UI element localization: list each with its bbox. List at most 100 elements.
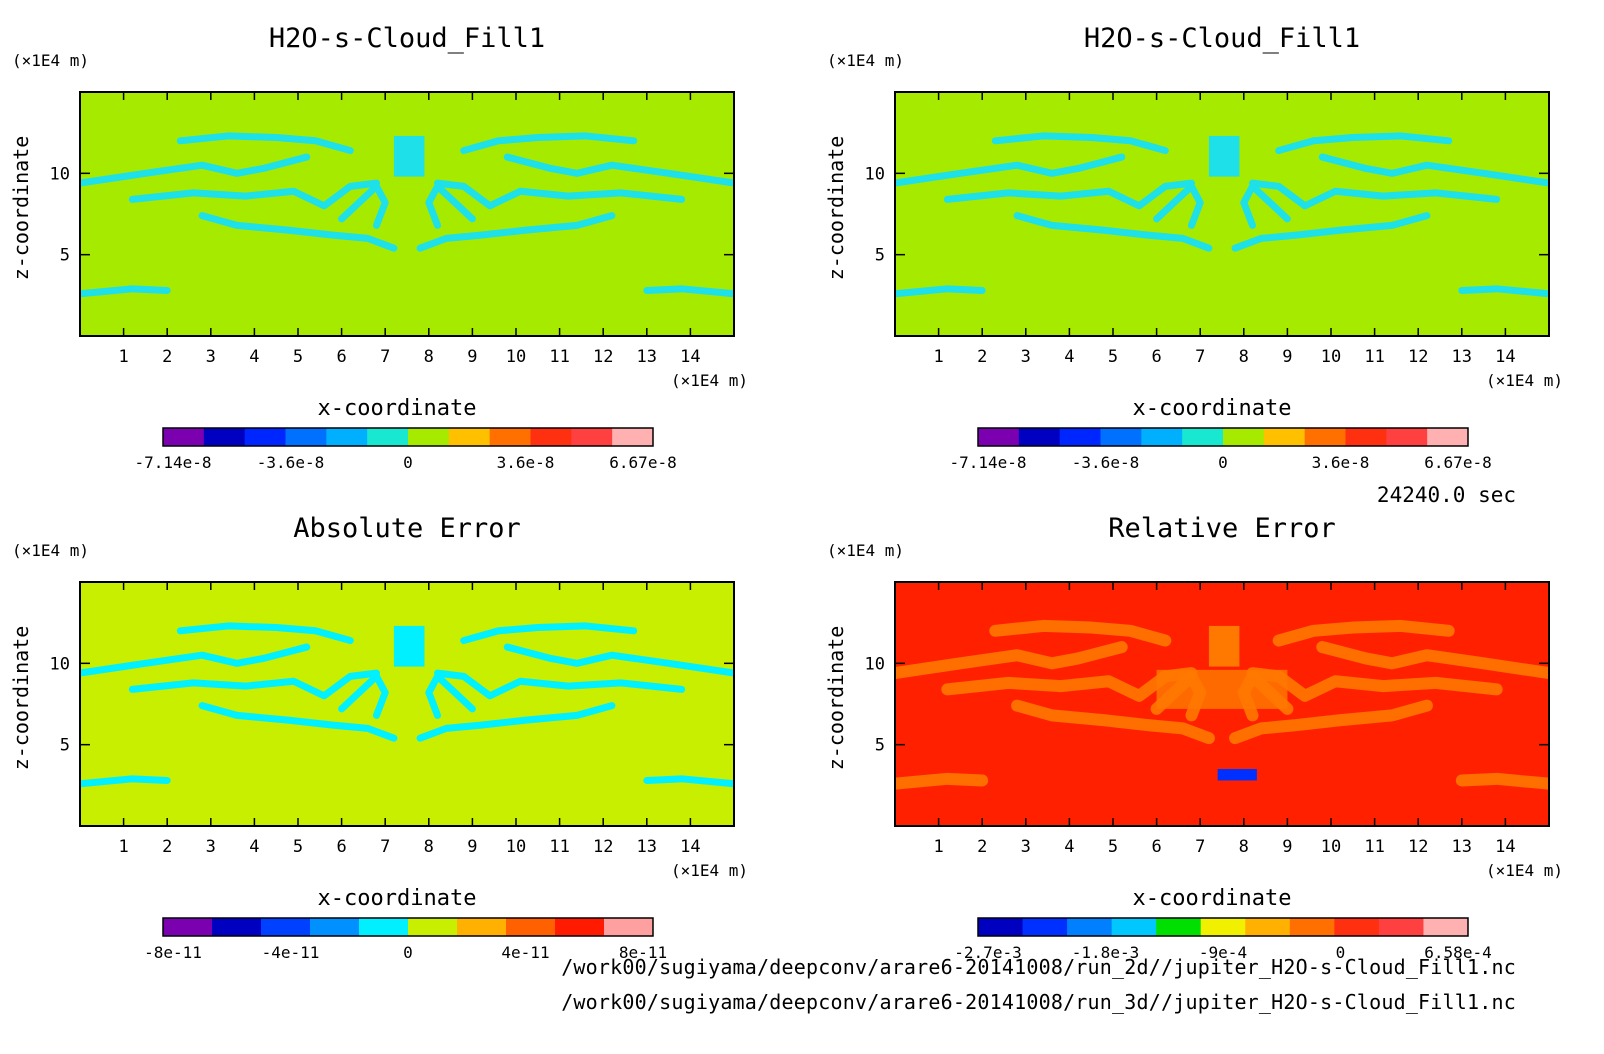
x-tick-label: 11	[549, 347, 569, 367]
colorbar: -7.14e-8 -3.6e-8 0 3.6e-8 6.67e-8	[134, 427, 677, 472]
colorbar-label: 6.67e-8	[609, 453, 676, 472]
colorbar-label: 8e-11	[619, 943, 667, 962]
colorbar-swatch	[1141, 428, 1183, 446]
y-tick-label: 5	[60, 736, 70, 756]
colorbar-swatch	[1100, 428, 1142, 446]
colorbar: -2.7e-3 -1.8e-3 -9e-4 0 6.58e-4	[954, 917, 1492, 962]
colorbar-label: -4e-11	[262, 943, 320, 962]
contour-feature-5	[128, 179, 380, 210]
time-label: 24240.0 sec	[1376, 483, 1516, 507]
colorbar-swatch	[359, 918, 409, 936]
contour-feature-8	[416, 702, 616, 742]
x-tick-label: 14	[1495, 837, 1515, 857]
x-tick-label: 4	[1064, 837, 1074, 857]
colorbar-swatch	[310, 918, 360, 936]
colorbar-frame	[977, 917, 1469, 937]
colorbar-swatch	[244, 428, 286, 446]
contour-feature-4	[1272, 619, 1455, 647]
colorbar-swatch	[489, 428, 531, 446]
colorbar-swatch	[163, 428, 205, 446]
contour-feature-2	[1318, 153, 1549, 187]
x-tick-label: 1	[933, 347, 943, 367]
x-tick-label: 4	[249, 837, 259, 857]
contour-feature-3	[989, 619, 1172, 647]
contour-feature-11	[80, 285, 171, 298]
contour-feature-1	[895, 153, 1126, 187]
colorbar-label: -8e-11	[144, 943, 202, 962]
x-tick-label: 4	[249, 347, 259, 367]
contour-feature-10	[1240, 182, 1291, 229]
colorbar-label: -1.8e-3	[1072, 943, 1139, 962]
x-axis-label: x-coordinate	[318, 396, 477, 421]
x-tick-label: 3	[1021, 837, 1031, 857]
y-unit-label: (×1E4 m)	[12, 541, 89, 560]
central-column-feature	[393, 135, 425, 177]
plot-frame	[79, 581, 735, 827]
x-tick-label: 13	[637, 837, 657, 857]
colorbar-swatch	[408, 918, 458, 936]
plot-frame	[79, 91, 735, 337]
colorbar-swatch	[506, 918, 556, 936]
central-column-feature	[393, 625, 425, 667]
contour-feature-4	[460, 132, 638, 155]
x-tick-label: 9	[1282, 347, 1292, 367]
colorbar-frame	[977, 427, 1469, 447]
contour-feature-10	[425, 182, 476, 229]
heatmap-features	[895, 619, 1549, 790]
x-tick-label: 7	[1195, 837, 1205, 857]
x-tick-label: 10	[506, 837, 526, 857]
colorbar-label: 0	[1218, 453, 1228, 472]
x-tick-label: 12	[593, 347, 613, 367]
contour-feature-9	[338, 672, 389, 719]
colorbar-swatch	[555, 918, 605, 936]
colorbar-swatch	[1059, 428, 1101, 446]
heatmap-background	[80, 92, 734, 336]
colorbar-swatch	[261, 918, 311, 936]
contour-feature-5	[128, 669, 380, 700]
chart-panel-4: Relative Error(×1E4 m)1 2 3 4 5 6 7 8 9 10 11 12 13 1…	[824, 513, 1563, 962]
contour-feature-1	[895, 641, 1128, 680]
contour-feature-4	[1275, 132, 1453, 155]
heatmap-background	[895, 92, 1549, 336]
y-axis-label: z-coordinate	[9, 626, 33, 771]
colorbar-swatch	[1200, 918, 1246, 936]
x-tick-label: 9	[1282, 837, 1292, 857]
contour-feature-8	[1229, 699, 1433, 745]
central-blob-feature	[1156, 669, 1288, 709]
colorbar-label: 6.67e-8	[1424, 453, 1491, 472]
colorbar-label: -3.6e-8	[1072, 453, 1139, 472]
y-tick-label: 5	[60, 246, 70, 266]
colorbar-swatch	[1386, 428, 1428, 446]
y-tick-label: 5	[875, 736, 885, 756]
contour-feature-6	[434, 179, 686, 210]
chart-title: Relative Error	[1108, 513, 1336, 544]
colorbar-swatch	[1263, 428, 1306, 446]
colorbar-label: 0	[403, 943, 413, 962]
colorbar-label: -9e-4	[1199, 943, 1247, 962]
colorbar-frame	[162, 427, 654, 447]
x-unit-label: (×1E4 m)	[1486, 861, 1563, 880]
colorbar-swatch	[1156, 918, 1202, 936]
colorbar-swatch	[1022, 918, 1068, 936]
x-tick-label: 11	[1364, 837, 1384, 857]
file-path-2: /work00/sugiyama/deepconv/arare6-2014100…	[561, 990, 1516, 1014]
colorbar-swatch	[1289, 918, 1335, 936]
plot-frame	[894, 581, 1550, 827]
colorbar-swatch	[1245, 918, 1291, 936]
y-tick-label: 10	[865, 654, 885, 674]
y-unit-label: (×1E4 m)	[12, 51, 89, 70]
contour-feature-1	[80, 643, 311, 677]
x-tick-label: 5	[1108, 347, 1118, 367]
contour-feature-7	[198, 212, 398, 252]
x-tick-label: 14	[680, 347, 700, 367]
x-unit-label: (×1E4 m)	[671, 371, 748, 390]
heatmap-features	[80, 132, 734, 298]
heatmap-features	[895, 132, 1549, 298]
x-tick-label: 10	[1321, 347, 1341, 367]
colorbar-frame	[162, 917, 654, 937]
contour-feature-11	[895, 772, 989, 790]
x-tick-label: 7	[380, 347, 390, 367]
x-tick-label: 8	[424, 837, 434, 857]
colorbar-swatch	[1111, 918, 1157, 936]
colorbar: -8e-11 -4e-11 0 4e-11 8e-11	[144, 917, 667, 962]
